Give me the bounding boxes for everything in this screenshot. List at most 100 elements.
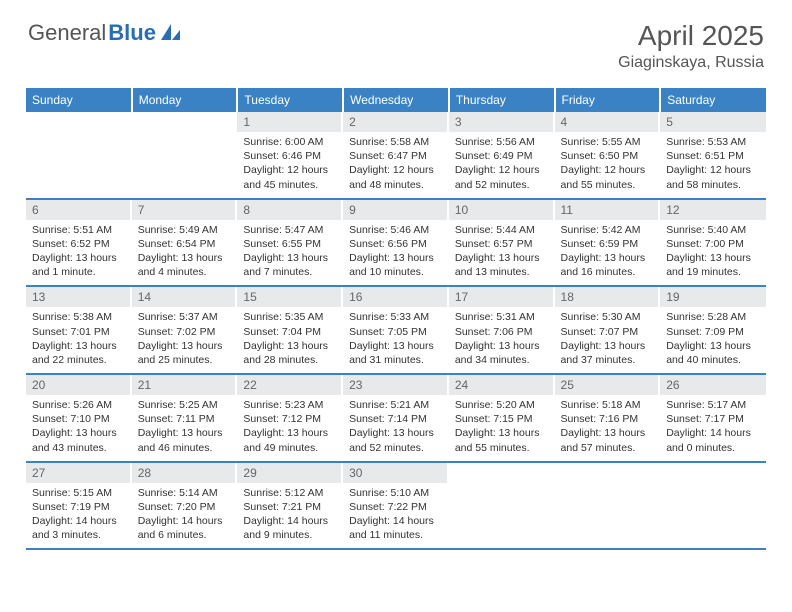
day-details: Sunrise: 5:46 AMSunset: 6:56 PMDaylight:… [343,220,449,286]
day-number: 7 [132,200,238,220]
calendar-day-cell: 19Sunrise: 5:28 AMSunset: 7:09 PMDayligh… [660,286,766,374]
calendar-day-cell: 18Sunrise: 5:30 AMSunset: 7:07 PMDayligh… [555,286,661,374]
day-details: Sunrise: 5:23 AMSunset: 7:12 PMDaylight:… [237,395,343,461]
calendar-day-cell: 17Sunrise: 5:31 AMSunset: 7:06 PMDayligh… [449,286,555,374]
calendar-day-cell: 12Sunrise: 5:40 AMSunset: 7:00 PMDayligh… [660,199,766,287]
day-details: Sunrise: 5:55 AMSunset: 6:50 PMDaylight:… [555,132,661,198]
day-details: Sunrise: 5:38 AMSunset: 7:01 PMDaylight:… [26,307,132,373]
day-details: Sunrise: 5:56 AMSunset: 6:49 PMDaylight:… [449,132,555,198]
calendar-day-cell: 24Sunrise: 5:20 AMSunset: 7:15 PMDayligh… [449,374,555,462]
day-number: 26 [660,375,766,395]
day-details: Sunrise: 5:49 AMSunset: 6:54 PMDaylight:… [132,220,238,286]
day-number: 25 [555,375,661,395]
day-number: 3 [449,112,555,132]
calendar-day-cell: 16Sunrise: 5:33 AMSunset: 7:05 PMDayligh… [343,286,449,374]
day-number: 24 [449,375,555,395]
calendar-day-cell: 8Sunrise: 5:47 AMSunset: 6:55 PMDaylight… [237,199,343,287]
calendar-day-cell: 22Sunrise: 5:23 AMSunset: 7:12 PMDayligh… [237,374,343,462]
calendar-day-cell: 13Sunrise: 5:38 AMSunset: 7:01 PMDayligh… [26,286,132,374]
day-number: 20 [26,375,132,395]
day-number: 22 [237,375,343,395]
day-details: Sunrise: 5:51 AMSunset: 6:52 PMDaylight:… [26,220,132,286]
day-details: Sunrise: 5:44 AMSunset: 6:57 PMDaylight:… [449,220,555,286]
calendar-week-row: 27Sunrise: 5:15 AMSunset: 7:19 PMDayligh… [26,462,766,550]
calendar-week-row: 1Sunrise: 6:00 AMSunset: 6:46 PMDaylight… [26,112,766,199]
day-details: Sunrise: 5:26 AMSunset: 7:10 PMDaylight:… [26,395,132,461]
calendar-day-cell: 14Sunrise: 5:37 AMSunset: 7:02 PMDayligh… [132,286,238,374]
day-number: 27 [26,463,132,483]
calendar-week-row: 20Sunrise: 5:26 AMSunset: 7:10 PMDayligh… [26,374,766,462]
day-details: Sunrise: 5:58 AMSunset: 6:47 PMDaylight:… [343,132,449,198]
day-details: Sunrise: 5:42 AMSunset: 6:59 PMDaylight:… [555,220,661,286]
day-number: 14 [132,287,238,307]
day-details: Sunrise: 5:33 AMSunset: 7:05 PMDaylight:… [343,307,449,373]
logo: GeneralBlue [28,20,182,46]
calendar-body: 1Sunrise: 6:00 AMSunset: 6:46 PMDaylight… [26,112,766,549]
day-details: Sunrise: 5:17 AMSunset: 7:17 PMDaylight:… [660,395,766,461]
day-details: Sunrise: 5:12 AMSunset: 7:21 PMDaylight:… [237,483,343,549]
weekday-header: Tuesday [237,88,343,112]
day-number: 10 [449,200,555,220]
calendar-day-cell: 23Sunrise: 5:21 AMSunset: 7:14 PMDayligh… [343,374,449,462]
weekday-header-row: SundayMondayTuesdayWednesdayThursdayFrid… [26,88,766,112]
day-number: 2 [343,112,449,132]
day-number: 17 [449,287,555,307]
logo-text-general: General [28,20,106,46]
day-number: 9 [343,200,449,220]
day-details: Sunrise: 5:30 AMSunset: 7:07 PMDaylight:… [555,307,661,373]
calendar-day-cell: 21Sunrise: 5:25 AMSunset: 7:11 PMDayligh… [132,374,238,462]
day-number: 29 [237,463,343,483]
calendar-day-cell [660,462,766,550]
logo-text-blue: Blue [108,20,156,46]
weekday-header: Friday [555,88,661,112]
day-details: Sunrise: 5:31 AMSunset: 7:06 PMDaylight:… [449,307,555,373]
day-details: Sunrise: 5:47 AMSunset: 6:55 PMDaylight:… [237,220,343,286]
day-number: 5 [660,112,766,132]
calendar-day-cell: 4Sunrise: 5:55 AMSunset: 6:50 PMDaylight… [555,112,661,199]
day-number: 21 [132,375,238,395]
day-number: 18 [555,287,661,307]
day-details: Sunrise: 5:40 AMSunset: 7:00 PMDaylight:… [660,220,766,286]
calendar-day-cell: 2Sunrise: 5:58 AMSunset: 6:47 PMDaylight… [343,112,449,199]
day-number: 16 [343,287,449,307]
calendar-day-cell: 29Sunrise: 5:12 AMSunset: 7:21 PMDayligh… [237,462,343,550]
calendar-day-cell: 5Sunrise: 5:53 AMSunset: 6:51 PMDaylight… [660,112,766,199]
day-number: 12 [660,200,766,220]
day-details: Sunrise: 5:18 AMSunset: 7:16 PMDaylight:… [555,395,661,461]
day-number: 23 [343,375,449,395]
location: Giaginskaya, Russia [618,54,764,72]
day-details: Sunrise: 5:10 AMSunset: 7:22 PMDaylight:… [343,483,449,549]
calendar-day-cell: 28Sunrise: 5:14 AMSunset: 7:20 PMDayligh… [132,462,238,550]
day-details: Sunrise: 5:20 AMSunset: 7:15 PMDaylight:… [449,395,555,461]
day-number: 28 [132,463,238,483]
calendar-table: SundayMondayTuesdayWednesdayThursdayFrid… [26,88,766,550]
weekday-header: Monday [132,88,238,112]
calendar-day-cell: 6Sunrise: 5:51 AMSunset: 6:52 PMDaylight… [26,199,132,287]
calendar-day-cell: 7Sunrise: 5:49 AMSunset: 6:54 PMDaylight… [132,199,238,287]
header: GeneralBlue April 2025 Giaginskaya, Russ… [0,0,792,82]
calendar-day-cell: 30Sunrise: 5:10 AMSunset: 7:22 PMDayligh… [343,462,449,550]
calendar-day-cell: 26Sunrise: 5:17 AMSunset: 7:17 PMDayligh… [660,374,766,462]
day-number: 15 [237,287,343,307]
calendar-day-cell [555,462,661,550]
calendar-day-cell: 11Sunrise: 5:42 AMSunset: 6:59 PMDayligh… [555,199,661,287]
calendar-day-cell [132,112,238,199]
sail-icon [160,22,182,45]
weekday-header: Wednesday [343,88,449,112]
calendar-day-cell [449,462,555,550]
calendar-day-cell: 10Sunrise: 5:44 AMSunset: 6:57 PMDayligh… [449,199,555,287]
calendar-day-cell: 25Sunrise: 5:18 AMSunset: 7:16 PMDayligh… [555,374,661,462]
calendar-day-cell: 27Sunrise: 5:15 AMSunset: 7:19 PMDayligh… [26,462,132,550]
day-details: Sunrise: 5:21 AMSunset: 7:14 PMDaylight:… [343,395,449,461]
day-number: 4 [555,112,661,132]
month-title: April 2025 [618,20,764,52]
calendar-day-cell: 15Sunrise: 5:35 AMSunset: 7:04 PMDayligh… [237,286,343,374]
calendar-day-cell [26,112,132,199]
day-number: 19 [660,287,766,307]
day-number: 13 [26,287,132,307]
weekday-header: Saturday [660,88,766,112]
day-number: 11 [555,200,661,220]
day-details: Sunrise: 5:25 AMSunset: 7:11 PMDaylight:… [132,395,238,461]
day-details: Sunrise: 5:35 AMSunset: 7:04 PMDaylight:… [237,307,343,373]
calendar-day-cell: 1Sunrise: 6:00 AMSunset: 6:46 PMDaylight… [237,112,343,199]
